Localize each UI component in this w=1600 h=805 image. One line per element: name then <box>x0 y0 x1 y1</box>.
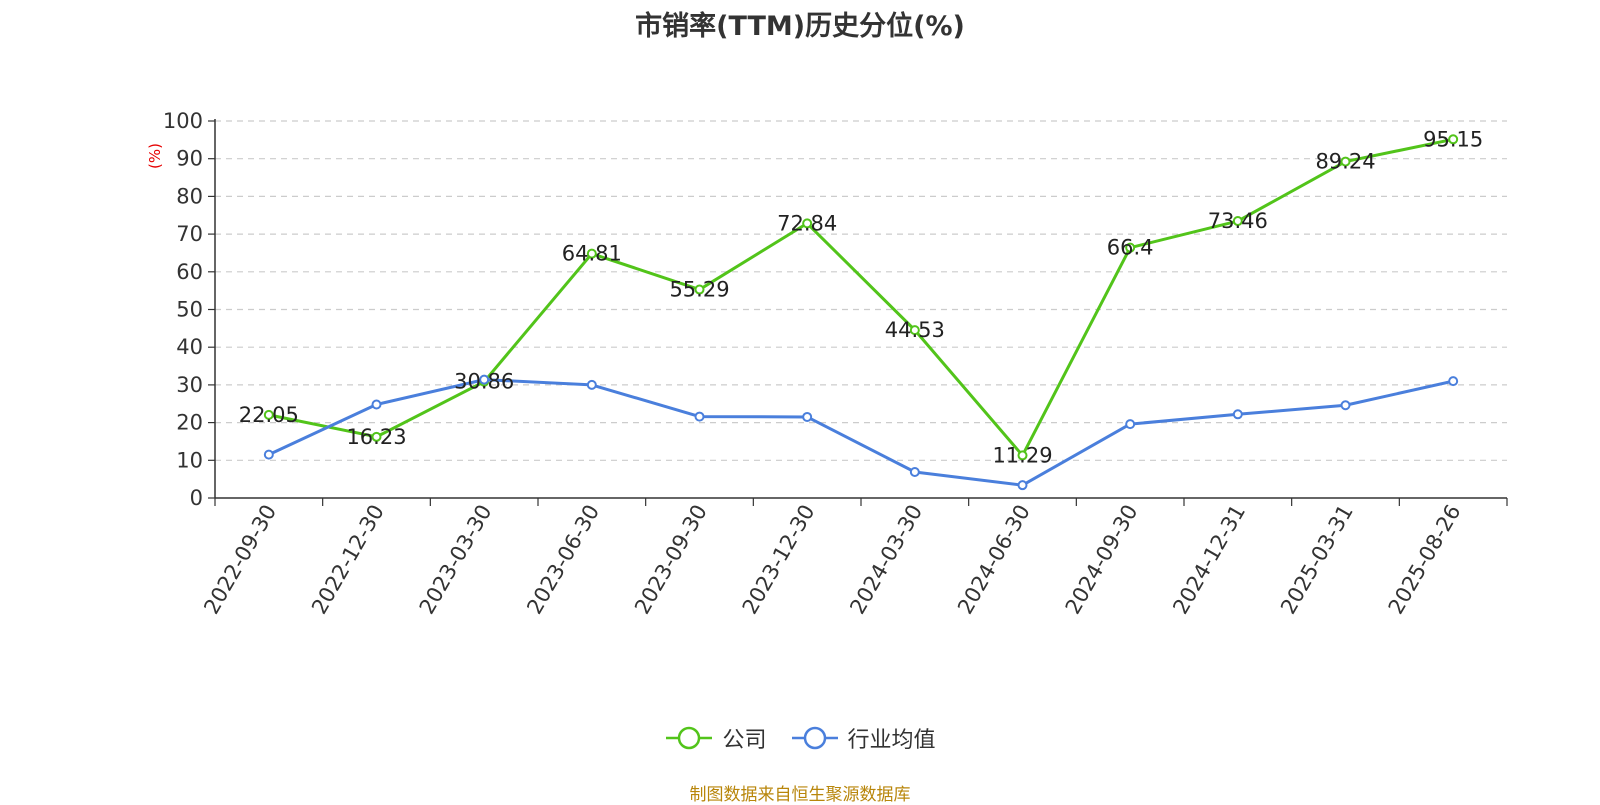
x-tick-label: 2024-06-30 <box>953 501 1035 619</box>
data-label: 11.29 <box>992 443 1052 467</box>
data-point-company <box>802 218 813 229</box>
y-tick-label: 30 <box>176 373 203 397</box>
x-tick-label: 2024-12-31 <box>1168 501 1250 619</box>
data-point-company <box>1232 216 1243 227</box>
x-tick-label: 2024-09-30 <box>1061 501 1143 619</box>
x-tick-label: 2022-09-30 <box>199 501 281 619</box>
data-point-industry <box>479 374 490 385</box>
y-tick-label: 10 <box>176 448 203 472</box>
legend-item-company[interactable]: 公司 <box>664 722 767 754</box>
data-point-company <box>1340 156 1351 167</box>
source-note: 制图数据来自恒生聚源数据库 <box>689 785 911 805</box>
data-label: 16.23 <box>346 425 406 449</box>
legend: 公司 行业均值 <box>0 722 1600 756</box>
legend-swatch-company <box>666 726 713 750</box>
data-point-company <box>1125 242 1136 253</box>
data-point-company <box>263 409 274 420</box>
x-tick-label: 2025-03-31 <box>1276 501 1358 619</box>
data-point-industry <box>586 379 597 390</box>
data-label: 72.84 <box>777 211 837 235</box>
x-tick-label: 2022-12-30 <box>307 501 389 619</box>
data-point-industry <box>1017 480 1028 491</box>
data-label: 73.46 <box>1208 209 1268 233</box>
y-tick-label: 60 <box>176 260 203 284</box>
legend-label-industry: 行业均值 <box>847 728 936 753</box>
data-label: 44.53 <box>885 318 945 342</box>
chart-title: 市销率(TTM)历史分位(%) <box>635 11 965 42</box>
y-tick-label: 100 <box>163 109 203 133</box>
data-label: 55.29 <box>669 278 729 302</box>
y-tick-label: 20 <box>176 411 203 435</box>
y-tick-label: 40 <box>176 335 203 359</box>
data-point-industry <box>371 399 382 410</box>
data-point-industry <box>1340 400 1351 411</box>
data-point-company <box>694 284 705 295</box>
data-point-company <box>371 431 382 442</box>
data-point-industry <box>1232 409 1243 420</box>
series-layer <box>263 134 1459 491</box>
x-tick-label: 2023-12-30 <box>738 501 820 619</box>
x-tick-label: 2024-03-30 <box>845 500 927 618</box>
data-label: 64.81 <box>562 242 622 266</box>
y-tick-label: 80 <box>176 184 203 208</box>
data-label: 22.05 <box>239 403 299 427</box>
data-point-industry <box>263 449 274 460</box>
data-label: 95.15 <box>1423 127 1483 151</box>
data-point-company <box>909 325 920 336</box>
data-point-industry <box>1448 376 1459 387</box>
data-point-industry <box>1125 419 1136 430</box>
y-tick-label: 70 <box>176 222 203 246</box>
x-tick-label: 2025-08-26 <box>1384 501 1466 619</box>
series-line-company <box>268 137 1454 457</box>
legend-swatch-industry <box>791 726 838 750</box>
data-label: 89.24 <box>1315 150 1375 174</box>
x-tick-label: 2023-09-30 <box>630 501 712 619</box>
y-tick-label: 0 <box>190 486 203 510</box>
legend-item-industry[interactable]: 行业均值 <box>790 722 936 754</box>
data-point-company <box>586 248 597 259</box>
data-point-company <box>1017 450 1028 461</box>
label-layer: 22.05 16.23 30.86 64.81 55.29 72.84 44.53 11.29… <box>239 127 1483 467</box>
y-tick-label: 50 <box>176 298 203 322</box>
x-tick-label: 2023-06-30 <box>522 501 604 619</box>
y-axis-title: (%) <box>146 143 164 169</box>
data-point-company <box>1448 134 1459 145</box>
x-tick-label: 2023-03-30 <box>415 500 497 618</box>
data-label: 30.86 <box>454 370 514 394</box>
data-point-industry <box>694 411 705 422</box>
data-point-industry <box>909 466 920 477</box>
legend-label-company: 公司 <box>722 728 767 753</box>
y-tick-label: 90 <box>176 147 203 171</box>
data-point-industry <box>802 411 813 422</box>
data-label: 66.4 <box>1107 236 1154 260</box>
series-line-industry <box>268 378 1454 487</box>
